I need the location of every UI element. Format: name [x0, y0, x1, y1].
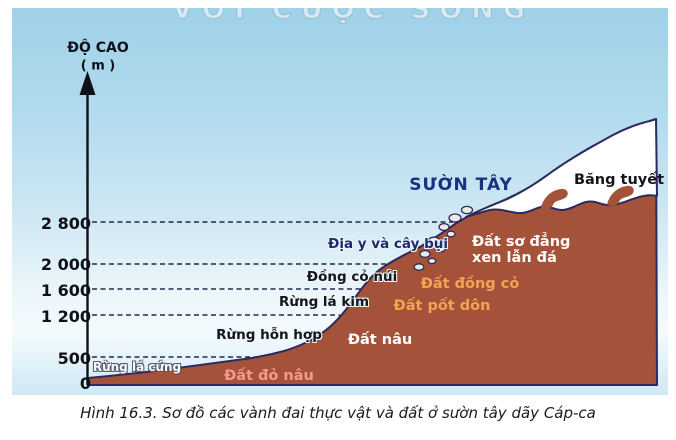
- soil-label-meadow-soil: Đất đồng cỏ: [420, 276, 520, 292]
- axis-title: ĐỘ CAO: [67, 40, 129, 56]
- soil-label-primitive-rocky-line2: xen lẫn đá: [472, 250, 557, 266]
- tick-label-500: 500: [57, 349, 91, 368]
- snow-zone-label: Băng tuyết: [573, 172, 665, 188]
- watermark-text: VỚI CUỘC SỐNG: [172, 8, 534, 26]
- rocks: [413, 205, 474, 271]
- tick-label-2800: 2 800: [40, 214, 91, 233]
- soil-label-red-brown: Đất đỏ nâu: [224, 368, 314, 384]
- tick-label-0: 0: [79, 374, 91, 393]
- vegetation-label-lichen-shrub: Địa y và cây bụi: [328, 236, 448, 252]
- figure-caption: Hình 16.3. Sơ đồ các vành đai thực vật v…: [80, 404, 596, 422]
- mountain-cross-section: [79, 71, 658, 386]
- diagram-panel: VỚI CUỘC SỐNG: [12, 8, 668, 395]
- soil-label-brown: Đất nâu: [347, 332, 413, 348]
- soil-label-primitive-rocky: Đất sơ đẳng xen lẫn đá: [472, 234, 570, 266]
- tick-label-1600: 1 600: [40, 281, 91, 300]
- vegetation-label-mountain-meadow: Đồng cỏ núi: [306, 269, 398, 285]
- tick-label-1200: 1 200: [40, 307, 91, 326]
- vegetation-label-coniferous-forest: Rừng lá kim: [278, 294, 370, 310]
- soil-label-podzol: Đất pốt dôn: [393, 298, 491, 314]
- vegetation-label-mixed-forest: Rừng hỗn hợp: [216, 327, 322, 343]
- altitude-axis: [79, 71, 96, 385]
- vegetation-label-hardleaf-forest: Rừng lá cứng: [92, 360, 182, 374]
- axis-unit: ( m ): [80, 58, 116, 74]
- snowline-wave-curls: [541, 185, 634, 209]
- soil-label-primitive-rocky-line1: Đất sơ đẳng: [472, 234, 571, 250]
- slope-title: SƯỜN TÂY: [409, 175, 513, 195]
- tick-label-2000: 2 000: [40, 255, 91, 274]
- elevation-dashed-lines: [92, 221, 453, 358]
- axis-arrowhead: [79, 71, 96, 95]
